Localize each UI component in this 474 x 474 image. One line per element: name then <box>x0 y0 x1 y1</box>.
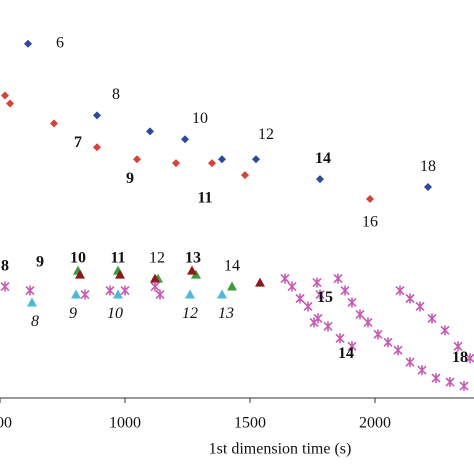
data-point <box>155 289 165 300</box>
data-point <box>252 155 260 164</box>
annotation: 8 <box>31 313 39 330</box>
data-point <box>255 277 265 287</box>
annotation: 14 <box>315 150 331 167</box>
annotation: 16 <box>362 214 378 231</box>
annotation: 9 <box>36 253 44 270</box>
annotation: 9 <box>69 305 77 322</box>
data-point <box>93 143 101 152</box>
data-point <box>24 39 32 48</box>
data-point <box>393 345 403 356</box>
data-point <box>150 281 160 292</box>
data-point <box>187 265 197 275</box>
annotation: 18 <box>420 158 436 175</box>
data-point <box>227 281 237 291</box>
data-point <box>417 365 427 376</box>
data-point <box>445 377 455 388</box>
data-point <box>355 309 365 320</box>
annotation: 10 <box>70 249 86 266</box>
annotation: 12 <box>182 305 198 322</box>
data-point <box>347 297 357 308</box>
annotation: 14 <box>338 345 354 362</box>
data-point <box>312 277 322 288</box>
annotation: 7 <box>74 134 82 151</box>
x-tick-label: 500 <box>0 415 12 432</box>
annotation: 13 <box>218 305 234 322</box>
data-point <box>405 357 415 368</box>
data-point <box>105 285 115 296</box>
data-point <box>347 341 357 352</box>
data-point <box>431 373 441 384</box>
data-point <box>316 175 324 184</box>
x-tick-label: 1000 <box>109 415 141 432</box>
data-point <box>440 325 450 336</box>
data-point <box>6 99 14 108</box>
data-point <box>50 119 58 128</box>
annotation: 6 <box>56 34 64 51</box>
data-point <box>80 289 90 300</box>
data-point <box>218 155 226 164</box>
x-tick-label: 2000 <box>359 415 391 432</box>
x-axis-label: 1st dimension time (s) <box>209 441 352 458</box>
data-point <box>383 337 393 348</box>
annotation: 10 <box>107 305 123 322</box>
data-point <box>146 127 154 136</box>
data-point <box>303 301 313 312</box>
data-point <box>181 135 189 144</box>
data-point <box>71 289 81 299</box>
data-point <box>309 317 319 328</box>
data-point <box>415 301 425 312</box>
data-point <box>287 281 297 292</box>
data-point <box>427 313 437 324</box>
data-point <box>185 289 195 299</box>
annotation: 12 <box>258 126 274 143</box>
data-point <box>465 353 474 364</box>
data-point <box>217 289 227 299</box>
annotation: 9 <box>126 170 134 187</box>
annotation: 13 <box>185 249 201 266</box>
data-point <box>208 159 216 168</box>
data-point <box>172 159 180 168</box>
data-point <box>27 297 37 307</box>
data-point <box>1 91 9 100</box>
data-point <box>333 273 343 284</box>
data-point <box>453 341 463 352</box>
annotation: 15 <box>317 289 333 306</box>
data-point <box>335 333 345 344</box>
data-point <box>75 269 85 279</box>
data-point <box>405 293 415 304</box>
data-point <box>424 183 432 192</box>
data-point <box>373 329 383 340</box>
data-point <box>133 155 141 164</box>
data-point <box>315 289 325 300</box>
data-point <box>366 195 374 203</box>
data-point <box>459 381 469 392</box>
annotation: 11 <box>197 190 212 207</box>
data-point <box>363 317 373 328</box>
data-point <box>93 111 101 120</box>
data-point <box>295 293 305 304</box>
x-tick-label: 1500 <box>234 415 266 432</box>
annotation: 12 <box>149 249 165 266</box>
data-point <box>0 281 10 292</box>
data-point <box>113 289 123 299</box>
data-point <box>150 273 160 283</box>
annotation: 8 <box>1 257 9 274</box>
data-point <box>395 285 405 296</box>
annotation: 11 <box>110 249 125 266</box>
annotation: 8 <box>112 86 120 103</box>
data-point <box>25 285 35 296</box>
data-point <box>340 285 350 296</box>
data-point <box>120 285 130 296</box>
data-point <box>323 321 333 332</box>
data-point <box>241 171 249 180</box>
data-point <box>115 269 125 279</box>
annotation: 18 <box>452 349 468 366</box>
annotation: 14 <box>224 257 240 274</box>
data-point <box>280 273 290 284</box>
annotation: 10 <box>192 110 208 127</box>
